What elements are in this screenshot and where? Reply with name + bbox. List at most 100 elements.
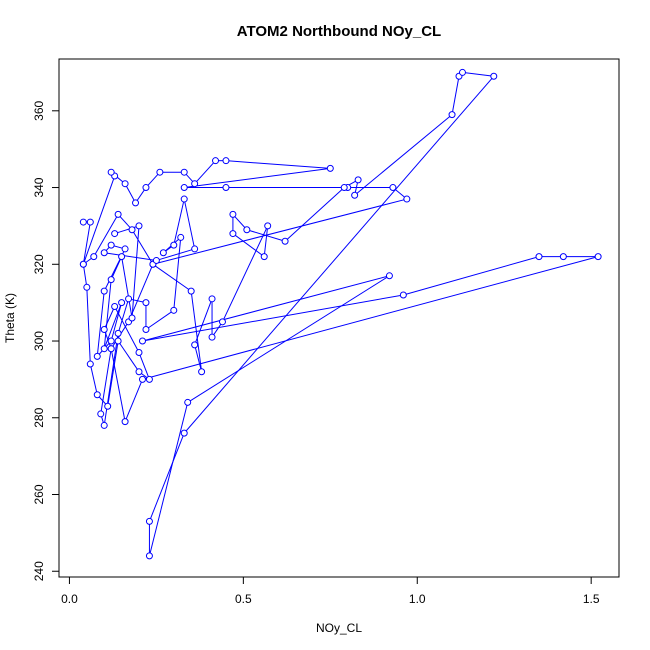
series-segment (121, 256, 133, 319)
series-segment (183, 75, 495, 434)
series-segment (451, 76, 460, 115)
series-segment (263, 225, 269, 257)
data-point (125, 295, 133, 303)
data-point (135, 349, 143, 357)
data-point (208, 333, 216, 341)
y-axis-label: Theta (K) (3, 293, 17, 343)
y-tick-label: 320 (32, 254, 46, 274)
y-tick-label: 340 (32, 177, 46, 197)
y-axis: 240 260 280 300 320 340 360 (32, 100, 60, 581)
data-point (111, 302, 119, 310)
data-point (156, 168, 164, 176)
data-point (180, 184, 188, 192)
series-segment (110, 256, 123, 280)
data-point (399, 291, 407, 299)
series-segment (194, 298, 213, 346)
data-point (385, 272, 393, 280)
data-point (83, 283, 91, 291)
data-point (458, 68, 466, 76)
data-point (121, 418, 129, 426)
data-point (229, 210, 237, 218)
data-point (594, 253, 602, 261)
series-segment (148, 432, 185, 522)
data-point (354, 176, 362, 184)
series-segment (110, 348, 126, 422)
series-segment (173, 198, 185, 246)
series-segment (232, 233, 265, 258)
series-segment (117, 340, 140, 372)
data-point (132, 199, 140, 207)
x-tick-label: 0.0 (61, 592, 78, 606)
y-tick-label: 280 (32, 407, 46, 427)
y-tick-label: 360 (32, 100, 46, 120)
data-point (159, 249, 167, 257)
y-tick-label: 260 (32, 484, 46, 504)
x-tick-label: 1.0 (409, 592, 426, 606)
data-point (79, 218, 87, 226)
data-point (100, 421, 108, 429)
series-segment (403, 256, 540, 296)
data-point (212, 157, 220, 165)
series-segment (183, 198, 196, 250)
data-point (218, 318, 226, 326)
series-segment (86, 287, 91, 365)
series-segment (138, 352, 150, 380)
x-axis: 0.0 0.5 1.0 1.5 (61, 576, 600, 606)
data-point (79, 260, 87, 268)
data-point (170, 241, 178, 249)
data-point (128, 226, 136, 234)
data-point (177, 233, 185, 241)
data-point (351, 191, 359, 199)
series-segment (114, 225, 140, 235)
data-point (222, 184, 230, 192)
data-point (118, 253, 126, 261)
data-point (260, 253, 268, 261)
data-point (281, 237, 289, 245)
data-point (142, 184, 150, 192)
series-segment (194, 160, 216, 185)
series-segment (462, 71, 494, 77)
data-point (97, 410, 105, 418)
series-segment (124, 379, 143, 422)
data-point (86, 360, 94, 368)
data-point (170, 306, 178, 314)
data-point (490, 72, 498, 80)
data-point (243, 226, 251, 234)
series-segment (156, 248, 195, 261)
series-segment (110, 302, 123, 342)
data-point (340, 184, 348, 192)
series-segment (104, 252, 157, 261)
series-segment (184, 167, 331, 189)
data-point (142, 299, 150, 307)
data-point (121, 180, 129, 188)
data-point (128, 314, 136, 322)
data-point (184, 398, 192, 406)
data-point (86, 218, 94, 226)
series-segment (152, 198, 407, 265)
data-point (111, 230, 119, 238)
series-segment (124, 183, 136, 204)
data-point (191, 341, 199, 349)
data-point (107, 241, 115, 249)
data-point (138, 337, 146, 345)
series-segment (225, 160, 331, 169)
data-point (114, 210, 122, 218)
series-segment (354, 114, 453, 196)
data-point (100, 326, 108, 334)
series-segment (103, 306, 116, 330)
data-point (145, 517, 153, 525)
y-tick-label: 240 (32, 561, 46, 581)
data-point (121, 245, 129, 253)
x-axis-label: NOy_CL (316, 621, 362, 635)
data-point (198, 368, 206, 376)
data-point (135, 368, 143, 376)
series-segment (131, 225, 140, 319)
data-point (100, 345, 108, 353)
data-point (107, 337, 115, 345)
data-point (152, 256, 160, 264)
data-point (100, 249, 108, 257)
data-point (145, 375, 153, 383)
series-segment (82, 175, 116, 265)
data-point (114, 337, 122, 345)
data-point (107, 345, 115, 353)
